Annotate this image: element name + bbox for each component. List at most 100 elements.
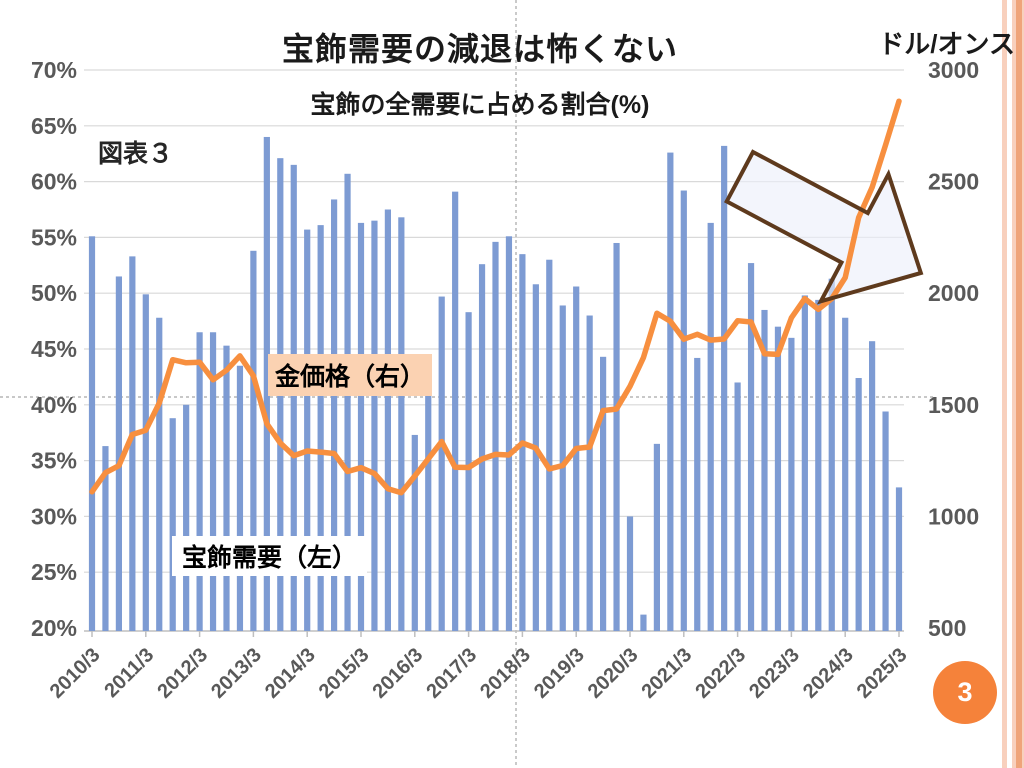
bar [653,443,660,631]
slide-edge-stripe [1002,0,1007,768]
bar [788,337,795,631]
bar [331,199,338,631]
bar [317,225,324,631]
bar [895,487,903,631]
x-axis-label: 2019/3 [530,644,589,703]
bar [505,236,513,631]
x-axis-label: 2014/3 [261,644,320,703]
y-axis-label-left: 30% [31,503,77,529]
bar [209,332,217,631]
x-axis-label: 2025/3 [853,644,912,703]
y-axis-label-left: 35% [31,448,77,474]
bar [371,220,378,631]
slide-edge-stripe [1022,0,1024,768]
bar [357,222,365,631]
bar [815,299,822,631]
bar [183,404,190,631]
page-number: 3 [957,677,973,707]
y-axis-label-right: 2000 [928,280,979,306]
bar [855,378,862,631]
bar [304,229,311,631]
bar-series-label: 宝飾需要（左） [172,536,368,576]
x-axis-label: 2023/3 [745,644,804,703]
bar [774,326,782,631]
x-axis-label: 2013/3 [207,644,266,703]
y-axis-label-left: 20% [31,615,77,641]
bar [156,317,163,631]
bar [747,263,755,631]
slide-edge-stripe [1016,0,1022,768]
bar [842,317,849,631]
x-axis-label: 2012/3 [153,644,212,703]
y-axis-label-left: 55% [31,224,77,250]
bar [640,614,647,631]
bar [452,191,459,632]
bar [102,446,109,631]
bar [869,341,876,631]
bar [115,276,122,631]
y-axis-label-left: 65% [31,113,77,139]
bar [600,356,607,631]
bar [613,242,620,632]
y-axis-label-right: 3000 [928,57,979,83]
bar [707,222,714,631]
y-axis-label-right: 1500 [928,392,979,418]
down-arrow-outline [724,149,924,305]
y-axis-label-left: 45% [31,336,77,362]
x-axis-label: 2016/3 [369,644,428,703]
bar [196,332,203,631]
slide-title: 宝飾需要の減退は怖くない [281,31,678,67]
gold-price-line [89,98,902,496]
bar [263,136,270,631]
bar [680,190,687,631]
x-axis-label: 2024/3 [799,644,858,703]
bar [169,418,176,631]
x-axis-label: 2017/3 [422,644,481,703]
bar [129,256,136,631]
bar [882,411,889,631]
x-axis-label: 2020/3 [584,644,643,703]
x-axis-label: 2011/3 [100,644,158,702]
bar [667,152,674,632]
x-axis-label: 2021/3 [638,644,697,703]
y-axis-label-left: 50% [31,280,77,306]
bar [411,434,418,631]
bar [801,295,808,631]
bar [761,309,768,631]
bar [546,259,553,631]
right-axis-unit-label: ドル/オンス [878,29,1015,59]
bar [223,345,230,631]
x-axis-label: 2018/3 [476,644,535,703]
down-arrow-fill [726,152,921,302]
bar [478,264,486,631]
bar [344,173,351,631]
bar [250,250,257,632]
line-series-label: 金価格（右） [268,354,433,396]
bar [626,516,634,631]
bar [734,382,741,631]
x-axis-label: 2010/3 [46,644,105,703]
bar [532,284,539,631]
bar [290,164,297,632]
x-axis-label: 2022/3 [691,644,750,703]
y-axis-label-left: 40% [31,392,77,418]
bar [492,241,499,631]
bar [586,315,593,631]
y-axis-label-right: 500 [928,615,966,641]
bar [398,217,405,631]
y-axis-label-left: 70% [31,57,77,83]
y-axis-label-left: 25% [31,559,77,585]
bar [88,236,96,631]
bar [142,294,149,631]
bar [465,312,472,631]
x-axis-label: 2015/3 [315,644,374,703]
bar [573,286,580,631]
bar [425,382,432,631]
figure-number-label: 図表３ [98,140,174,168]
bar [828,278,835,631]
bar [438,296,445,631]
chart-subtitle: 宝飾の全需要に占める割合(%) [310,91,650,119]
y-axis-label-left: 60% [31,169,77,195]
y-axis-label-right: 1000 [928,503,979,529]
